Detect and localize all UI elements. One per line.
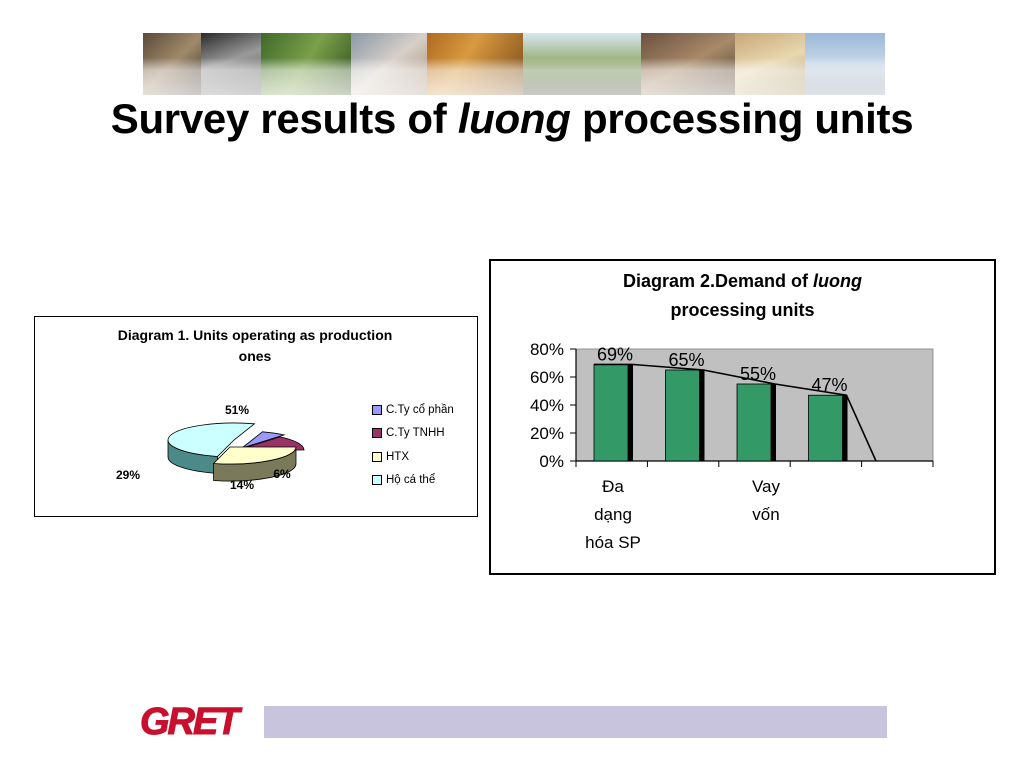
bar bbox=[665, 369, 700, 462]
bar-data-label: 47% bbox=[811, 375, 847, 395]
legend-label: C.Ty TNHH bbox=[386, 427, 445, 440]
pie-legend-item: C.Ty cổ phần bbox=[372, 398, 472, 422]
legend-swatch bbox=[372, 428, 382, 439]
pie-legend-item: HTX bbox=[372, 445, 472, 469]
legend-swatch bbox=[372, 451, 382, 462]
pie-chart-panel: Diagram 1. Units operating as production… bbox=[34, 316, 478, 517]
y-tick-label: 40% bbox=[530, 396, 564, 415]
pie-chart: 6% 14% 29% 51% bbox=[116, 403, 305, 492]
pie-data-label: 6% bbox=[273, 467, 291, 481]
bar-chart-title: Diagram 2.Demand of luong processing uni… bbox=[622, 271, 863, 320]
bar bbox=[593, 364, 629, 462]
y-tick-label: 0% bbox=[539, 452, 564, 471]
x-tick-label: hóa SP bbox=[585, 533, 641, 552]
pie-legend-item: Hộ cá thể bbox=[372, 469, 472, 493]
bar-shadow bbox=[842, 395, 848, 461]
pie-slice bbox=[241, 431, 286, 449]
bar bbox=[736, 383, 772, 462]
pie-data-label: 51% bbox=[225, 403, 249, 417]
bar-data-label: 65% bbox=[668, 350, 704, 370]
x-tick-label: vốn bbox=[752, 505, 779, 524]
legend-label: Hộ cá thể bbox=[386, 474, 436, 487]
pie-legend-item: C.Ty TNHH bbox=[372, 422, 472, 446]
bar bbox=[808, 394, 843, 462]
bar-shadow bbox=[699, 370, 705, 461]
photo-banner bbox=[143, 33, 885, 95]
bar-chart-panel: Diagram 2.Demand of luong processing uni… bbox=[489, 259, 996, 575]
x-tick-label: Vay bbox=[752, 477, 781, 496]
bar-shadow bbox=[628, 364, 633, 461]
legend-label: HTX bbox=[386, 450, 409, 463]
legend-swatch bbox=[372, 475, 382, 486]
bar-shadow bbox=[771, 384, 776, 461]
svg-text:GRET: GRET bbox=[140, 701, 242, 743]
bar-data-label: 69% bbox=[597, 344, 633, 364]
legend-swatch bbox=[372, 404, 382, 415]
pie-legend: C.Ty cổ phần C.Ty TNHH HTX Hộ cá thể bbox=[372, 398, 472, 492]
x-tick-label: dạng bbox=[594, 505, 632, 524]
pie-slice bbox=[212, 446, 297, 465]
y-tick-label: 20% bbox=[530, 424, 564, 443]
gret-logo: GRET bbox=[140, 701, 245, 744]
x-tick-label: Đa bbox=[602, 477, 624, 496]
pie-data-label: 29% bbox=[116, 468, 140, 482]
pie-slice bbox=[167, 422, 256, 457]
footer-band bbox=[264, 706, 887, 738]
pie-data-label: 14% bbox=[230, 478, 254, 492]
pie-chart-title: Diagram 1. Units operating as production… bbox=[117, 327, 393, 364]
y-tick-label: 80% bbox=[530, 340, 564, 359]
legend-label: C.Ty cổ phần bbox=[386, 403, 454, 416]
slide-title: Survey results of luong processing units bbox=[110, 95, 914, 142]
trend-line bbox=[594, 363, 877, 462]
y-tick-label: 60% bbox=[530, 368, 564, 387]
slide-title-italic: luong bbox=[457, 95, 571, 142]
